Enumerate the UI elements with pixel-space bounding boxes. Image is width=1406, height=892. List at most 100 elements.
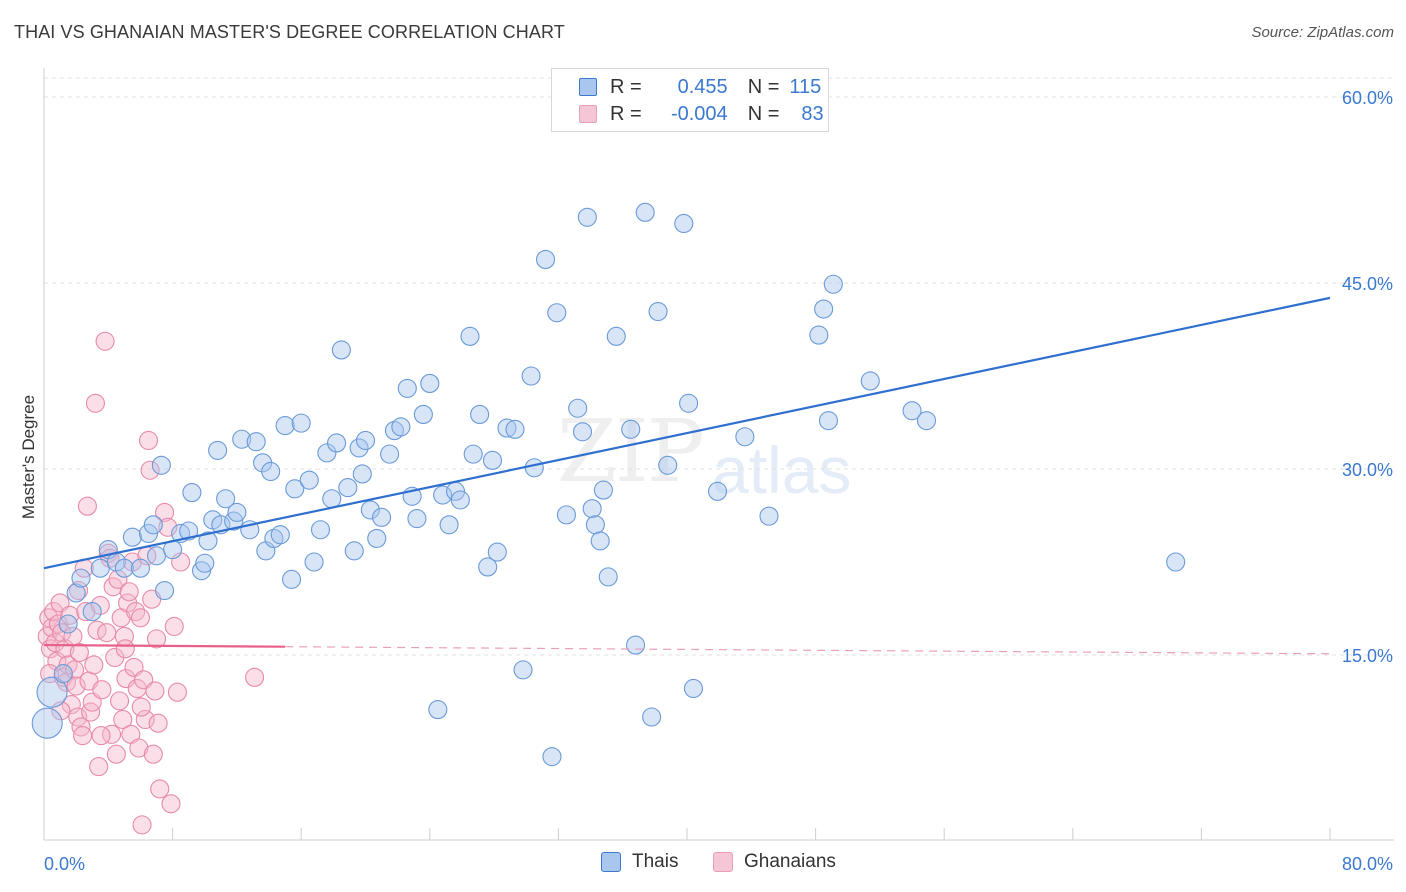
thai-point (524, 458, 544, 478)
thai-point (114, 558, 134, 578)
thai-point (53, 664, 73, 684)
thai-point (463, 444, 483, 464)
thai-legend-swatch (601, 852, 621, 872)
ghanaian-point (110, 691, 130, 711)
thai-point (397, 378, 417, 398)
thai-point (513, 660, 533, 680)
thai-point (122, 527, 142, 547)
ghanaian-point (130, 608, 150, 628)
ghanaian-point (45, 633, 65, 653)
chart-title: THAI VS GHANAIAN MASTER'S DEGREE CORRELA… (14, 22, 565, 42)
ghanaian-trend-line (43, 643, 286, 648)
ghanaian-point (91, 726, 111, 746)
thai-point (355, 430, 376, 451)
bottom-legend-ghanaian[interactable]: Ghanaians (713, 851, 836, 873)
ghanaian-point (245, 667, 265, 687)
legend-n-value-thai: 115 (789, 75, 822, 98)
thai-point (317, 443, 337, 463)
ghanaian-point (84, 655, 104, 675)
trend-lines (43, 296, 1331, 655)
ghanaian-point (131, 697, 151, 717)
ghanaian-point (145, 681, 165, 701)
thai-point (155, 580, 175, 601)
thai-point (470, 404, 490, 424)
thai-point (66, 583, 86, 603)
thai-point (478, 557, 498, 577)
thai-point (380, 444, 400, 464)
ghanaian-point (85, 393, 105, 413)
y-tick-label: 30.0% (1342, 460, 1393, 480)
thai-point (58, 614, 78, 634)
thai-point (179, 521, 199, 541)
thai-point (36, 676, 68, 708)
thai-point (593, 480, 613, 500)
thai-point (264, 528, 284, 548)
thai-point (367, 528, 387, 548)
ghanaian-point (69, 642, 89, 663)
ghanaian-point (146, 629, 167, 649)
ghanaian-point (77, 496, 97, 516)
thai-point (648, 301, 668, 322)
legend-n-value-ghanaian: 83 (801, 102, 824, 125)
ghanaian-point (132, 815, 152, 835)
y-tick-label: 60.0% (1342, 88, 1393, 108)
thai-point (439, 515, 459, 535)
thai-point (814, 299, 834, 319)
thai-point (352, 464, 372, 484)
thai-point (585, 515, 605, 535)
thai-point (606, 326, 626, 346)
thai-point (679, 393, 699, 413)
thai-point (151, 455, 171, 475)
watermark-zip: ZIP (557, 402, 705, 502)
ghanaian-point (113, 709, 133, 730)
thai-point (304, 552, 324, 572)
ghanaian-point (106, 744, 126, 764)
ghanaian-point (64, 660, 85, 680)
thai-point (505, 419, 525, 439)
thai-trend-line (43, 296, 1331, 570)
thai-point (428, 700, 448, 720)
thai-point (138, 523, 159, 544)
ghanaian-point (143, 744, 163, 764)
thai-point (195, 553, 215, 573)
ghanaian-point (40, 664, 60, 684)
source-label: Source: ZipAtlas.com (1251, 24, 1394, 41)
thai-point (143, 515, 163, 535)
thai-point (344, 541, 364, 561)
thai-point (232, 429, 252, 449)
ghanaian-points (37, 331, 265, 835)
thai-point (372, 507, 392, 527)
ghanaian-swatch (579, 105, 597, 123)
thai-point (275, 416, 295, 436)
legend-n-label: N = (747, 102, 780, 125)
thai-point (420, 373, 440, 393)
thai-point (521, 366, 541, 386)
thai-legend-label: Thais (632, 851, 679, 872)
ghanaian-point (140, 460, 160, 480)
gridlines (44, 77, 1394, 656)
thai-point (577, 207, 597, 227)
thai-point (130, 558, 150, 578)
thai-point (90, 558, 110, 578)
thai-point (360, 500, 380, 520)
x-tick-label-max: 80.0% (1342, 854, 1393, 874)
thai-point (902, 401, 922, 421)
thai-point (261, 461, 281, 482)
ghanaian-point (73, 726, 93, 746)
ghanaian-trend-line-extended (285, 646, 1331, 655)
thai-point (818, 411, 839, 431)
ghanaian-point (95, 331, 115, 351)
axes (43, 68, 1394, 841)
bottom-legend-thai[interactable]: Thais (601, 851, 678, 873)
thai-point (450, 490, 470, 510)
thai-point (460, 326, 480, 346)
ghanaian-point (150, 779, 170, 799)
legend-r-value-thai: 0.455 (677, 75, 728, 98)
ghanaian-point (69, 580, 89, 601)
thai-point (338, 478, 358, 498)
thai-point (391, 417, 411, 437)
thai-point (809, 325, 829, 345)
ghanaian-point (81, 702, 101, 722)
thai-point (31, 707, 63, 739)
